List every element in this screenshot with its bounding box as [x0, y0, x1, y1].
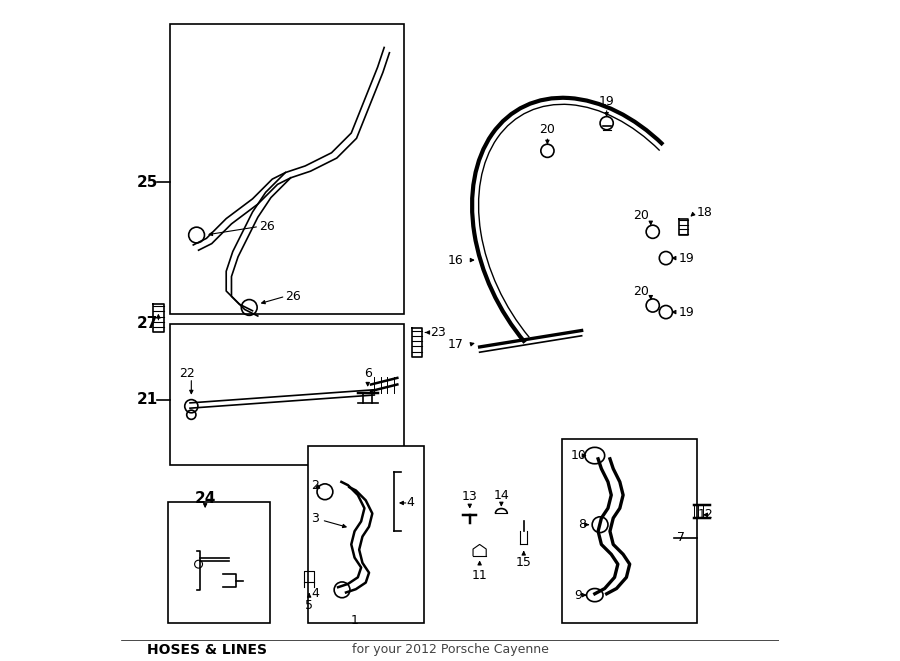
Text: 4: 4 — [311, 587, 319, 600]
Text: 19: 19 — [680, 252, 695, 264]
Text: 19: 19 — [598, 95, 615, 108]
Text: 5: 5 — [305, 599, 313, 612]
Bar — [170, 24, 404, 314]
Text: 10: 10 — [571, 449, 586, 462]
Text: 24: 24 — [194, 491, 216, 506]
Bar — [170, 324, 404, 465]
Text: 2: 2 — [311, 479, 319, 492]
Text: 14: 14 — [493, 488, 509, 502]
Text: 20: 20 — [634, 284, 650, 297]
Text: 12: 12 — [698, 508, 714, 522]
Bar — [562, 439, 697, 623]
Text: 20: 20 — [634, 210, 650, 223]
Text: 27: 27 — [137, 317, 157, 331]
Text: 7: 7 — [677, 531, 685, 545]
Text: 4: 4 — [407, 496, 414, 510]
Bar — [309, 446, 424, 623]
Text: 9: 9 — [574, 588, 582, 602]
Text: 23: 23 — [430, 326, 446, 339]
Text: 16: 16 — [447, 254, 464, 266]
Text: 22: 22 — [179, 367, 194, 380]
Text: 1: 1 — [351, 613, 358, 627]
Text: HOSES & LINES: HOSES & LINES — [148, 642, 267, 657]
Text: 26: 26 — [259, 220, 274, 233]
Text: 20: 20 — [539, 123, 555, 136]
Text: 15: 15 — [516, 556, 532, 568]
Text: 26: 26 — [285, 290, 302, 303]
Text: 13: 13 — [462, 490, 478, 503]
Text: 21: 21 — [137, 392, 157, 407]
Text: 19: 19 — [680, 305, 695, 319]
Text: 25: 25 — [137, 175, 157, 190]
Text: 6: 6 — [364, 367, 372, 380]
Text: 18: 18 — [697, 206, 713, 219]
Text: for your 2012 Porsche Cayenne: for your 2012 Porsche Cayenne — [352, 643, 548, 656]
Text: 3: 3 — [311, 512, 319, 525]
Text: 11: 11 — [472, 569, 488, 582]
Bar — [168, 502, 270, 623]
Text: 8: 8 — [578, 518, 586, 531]
Text: 17: 17 — [447, 338, 464, 352]
